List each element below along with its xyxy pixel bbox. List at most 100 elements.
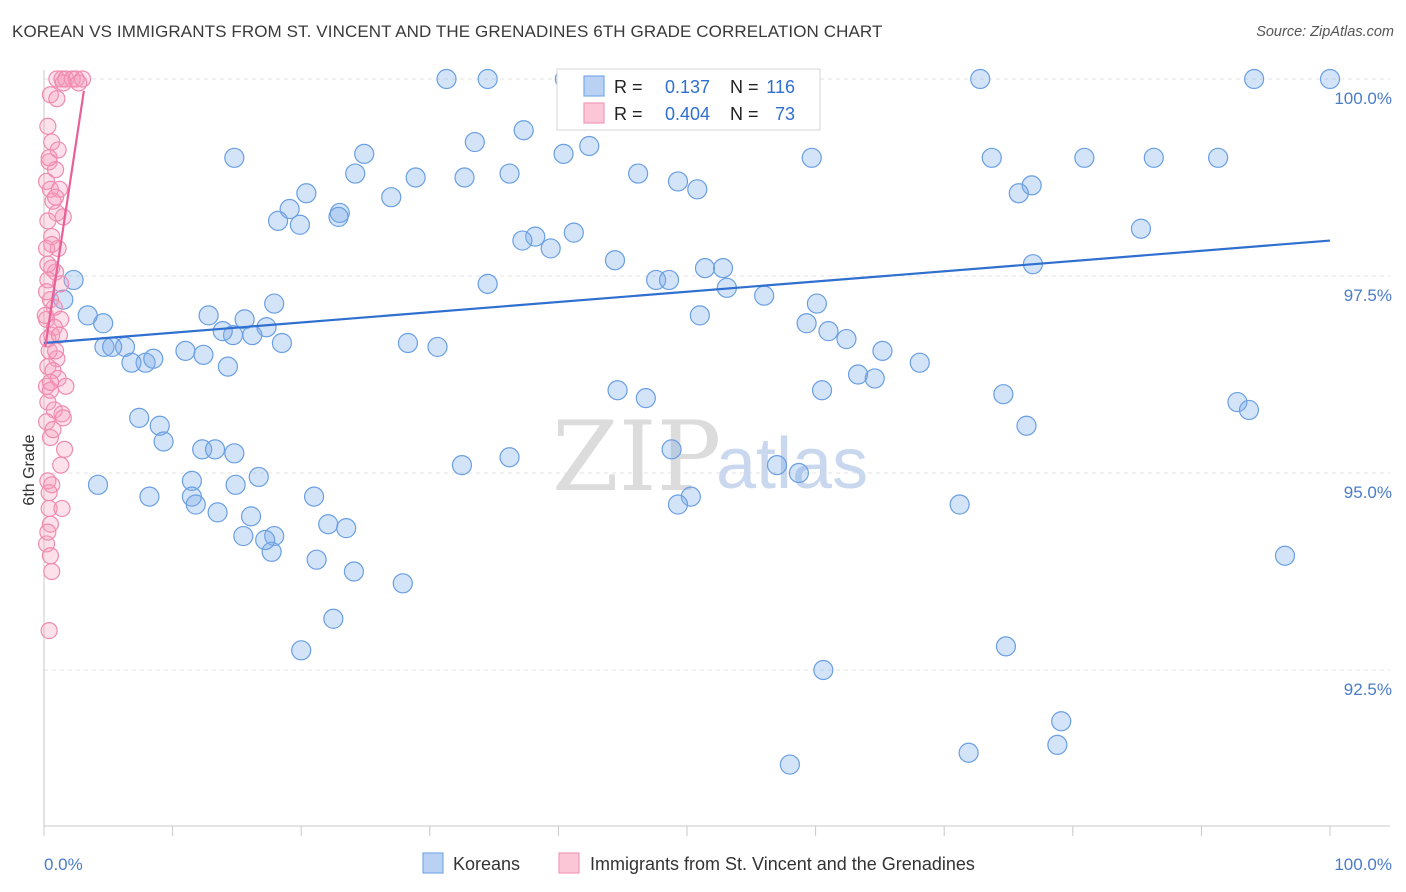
- korean-point: [1021, 175, 1042, 196]
- svg-immigrant-point: [39, 117, 57, 135]
- korean-point: [1008, 183, 1029, 204]
- korean-point: [1047, 734, 1068, 755]
- korean-point: [392, 573, 413, 594]
- svg-immigrant-point: [52, 275, 70, 293]
- korean-point: [323, 608, 344, 629]
- korean-point: [1130, 218, 1152, 239]
- x-tick-label-min: 0.0%: [44, 855, 83, 874]
- korean-point: [233, 525, 254, 547]
- korean-point: [525, 226, 546, 247]
- svg-immigrant-point: [43, 562, 61, 581]
- svg-immigrant-point: [39, 523, 57, 541]
- korean-point: [635, 388, 656, 409]
- svg-trend-line: [44, 90, 85, 348]
- korean-point: [658, 269, 680, 291]
- korean-point: [291, 640, 312, 661]
- korean-point: [306, 549, 327, 570]
- korean-point: [296, 183, 317, 204]
- korean-point: [540, 238, 561, 259]
- korean-point: [689, 305, 710, 326]
- korean-point: [680, 486, 701, 507]
- korean-point: [336, 518, 357, 539]
- korean-point: [1238, 399, 1260, 421]
- korean-point: [993, 384, 1014, 405]
- korean-point: [818, 321, 839, 342]
- korean-point: [451, 455, 473, 476]
- korean-point: [224, 443, 245, 464]
- svg-immigrant-point: [57, 377, 75, 395]
- korean-point: [788, 462, 809, 484]
- svg-immigrant-point: [46, 188, 65, 206]
- korean-point: [318, 514, 339, 535]
- n-value-svg: 73: [775, 104, 795, 124]
- korean-point: [779, 754, 800, 775]
- korean-point: [563, 222, 584, 243]
- korean-point: [694, 258, 716, 279]
- svg-immigrant-point: [44, 421, 62, 439]
- korean-point: [248, 466, 269, 488]
- korean-point: [271, 332, 293, 354]
- svg-immigrant-point: [48, 90, 66, 108]
- korean-point: [454, 167, 475, 188]
- korean-point: [261, 541, 282, 562]
- trend-lines: [43, 90, 1331, 348]
- korean-point: [813, 659, 834, 681]
- korean-point: [1274, 545, 1296, 566]
- korean-point: [513, 120, 534, 141]
- korean-point: [427, 336, 448, 358]
- korean-point: [1227, 391, 1248, 413]
- korean-point: [1016, 415, 1037, 436]
- korean-point: [579, 135, 600, 157]
- r-label-svg: R =: [614, 104, 643, 124]
- svg-swatch: [583, 102, 605, 124]
- korean-point: [267, 210, 289, 231]
- korean-point: [303, 486, 325, 507]
- n-label-svg: N =: [730, 104, 759, 124]
- korean-point: [872, 340, 893, 361]
- svg-immigrant-point: [41, 547, 60, 565]
- svg-immigrant-point: [43, 235, 61, 254]
- svg-immigrant-point: [40, 484, 58, 502]
- korean-point: [464, 131, 485, 153]
- watermark-atlas: atlas: [716, 424, 868, 504]
- korean-point: [264, 293, 285, 314]
- svg-immigrant-point: [52, 456, 70, 474]
- svg-immigrant-point: [70, 74, 88, 92]
- korean-point: [499, 163, 520, 184]
- x-tick-label-max: 100.0%: [1334, 855, 1392, 874]
- grid-lines: [44, 78, 1390, 671]
- koreans-swatch: [583, 75, 605, 97]
- korean-point: [121, 352, 142, 373]
- korean-point: [847, 364, 869, 385]
- korean-point: [436, 68, 457, 90]
- svg-immigrant-point: [54, 409, 72, 427]
- korean-point: [553, 143, 574, 164]
- korean-point: [628, 163, 649, 184]
- bottom-legend-svg-swatch: [558, 852, 580, 874]
- korean-point: [212, 321, 233, 342]
- korean-point: [1051, 711, 1072, 732]
- korean-point: [225, 474, 246, 495]
- korean-point: [811, 380, 833, 401]
- korean-point: [207, 502, 228, 523]
- watermark-zip: ZIP: [552, 401, 721, 513]
- korean-point: [175, 340, 196, 361]
- y-tick-label: 100.0%: [1334, 89, 1392, 108]
- korean-point: [343, 561, 365, 582]
- korean-point: [87, 474, 109, 495]
- bottom-legend-koreans-label: Koreans: [453, 854, 520, 874]
- korean-point: [129, 407, 150, 428]
- korean-point: [224, 147, 245, 168]
- n-label-koreans: N =: [730, 77, 759, 97]
- svg-immigrant-point: [48, 204, 66, 222]
- korean-point: [607, 380, 628, 401]
- korean-point: [289, 214, 311, 235]
- r-label-koreans: R =: [614, 77, 643, 97]
- korean-point: [604, 250, 626, 271]
- svg-immigrant-point: [40, 621, 58, 640]
- korean-point: [217, 356, 238, 377]
- korean-point: [667, 494, 689, 515]
- y-tick-label: 95.0%: [1344, 483, 1392, 502]
- korean-point: [255, 529, 276, 551]
